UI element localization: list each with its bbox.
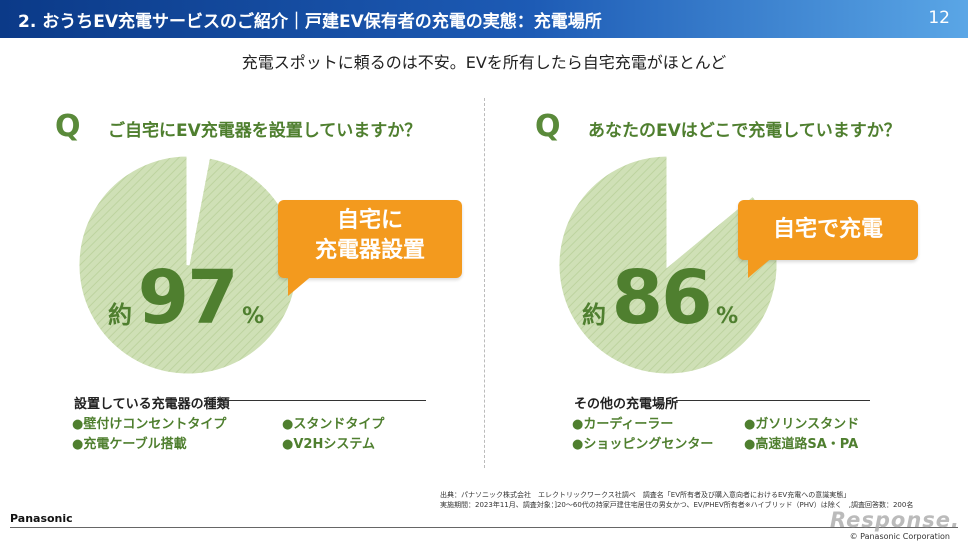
brand-logo: Panasonic [10,512,73,525]
value-left-prefix: 約 [108,301,132,329]
pie-slice-other [186,153,211,266]
value-left-unit: % [242,304,265,329]
list-item: ●高速道路SA・PA [744,437,859,452]
value-left-number: 97 [137,255,239,341]
list-item: ●スタンドタイプ [282,417,385,432]
pie-chart-left [76,153,300,377]
panel-divider [484,98,485,468]
header-title: 2. おうちEV充電サービスのご紹介｜戸建EV保有者の充電の実態：充電場所 [18,12,602,32]
list-rule-left [220,400,426,401]
source-line2: 実施期間：2023年11月、調査対象：]20～60代の持家戸建住宅居住の男女かつ… [440,501,914,509]
question-right: あなたのEVはどこで充電していますか？ [588,121,901,141]
pie-slice-other [666,153,755,269]
list-item: ●V2Hシステム [282,437,375,452]
callout-left-line1: 自宅に [336,208,403,233]
source-note: 出典：パナソニック株式会社 エレクトリックワークス社調べ 調査名「EV所有者及び… [440,490,913,510]
list-title-left: 設置している充電器の種類 [74,397,230,412]
callout-right: 自宅で充電 [738,200,918,278]
right-panel: Q あなたのEVはどこで充電していますか？ 自宅で充電 約 86 % その他の充… [490,105,960,465]
source-line1: 出典：パナソニック株式会社 エレクトリックワークス社調べ 調査名「EV所有者及び… [440,491,851,499]
value-left: 約 97 % [108,255,264,341]
left-panel: Q ご自宅にEV充電器を設置していますか？ 自宅に 充電器設置 約 97 % 設… [10,105,480,465]
question-mark-left: Q [55,109,81,144]
callout-left: 自宅に 充電器設置 [278,200,462,296]
header-bar: 2. おうちEV充電サービスのご紹介｜戸建EV保有者の充電の実態：充電場所 12 [0,0,968,38]
question-left: ご自宅にEV充電器を設置していますか？ [108,121,422,141]
list-item: ●ガソリンスタンド [744,417,860,432]
list-item: ●壁付けコンセントタイプ [72,417,227,432]
question-mark-right: Q [535,109,561,144]
slide-subtitle: 充電スポットに頼るのは不安。EVを所有したら自宅充電がほとんど [241,53,727,72]
list-item: ●カーディーラー [572,417,674,432]
value-right-prefix: 約 [582,301,606,329]
list-title-right: その他の充電場所 [574,397,679,412]
value-right-unit: % [716,304,739,329]
value-right: 約 86 % [582,255,738,341]
footer-rule [10,527,958,528]
list-item: ●充電ケーブル搭載 [72,437,187,452]
value-right-number: 86 [611,255,713,341]
callout-left-line2: 充電器設置 [314,238,425,263]
pie-chart-right [556,153,780,377]
watermark: Response. [830,508,960,532]
list-item: ●ショッピングセンター [572,437,714,452]
list-rule-right [676,400,870,401]
page-number: 12 [928,8,950,28]
copyright: © Panasonic Corporation [849,532,950,541]
